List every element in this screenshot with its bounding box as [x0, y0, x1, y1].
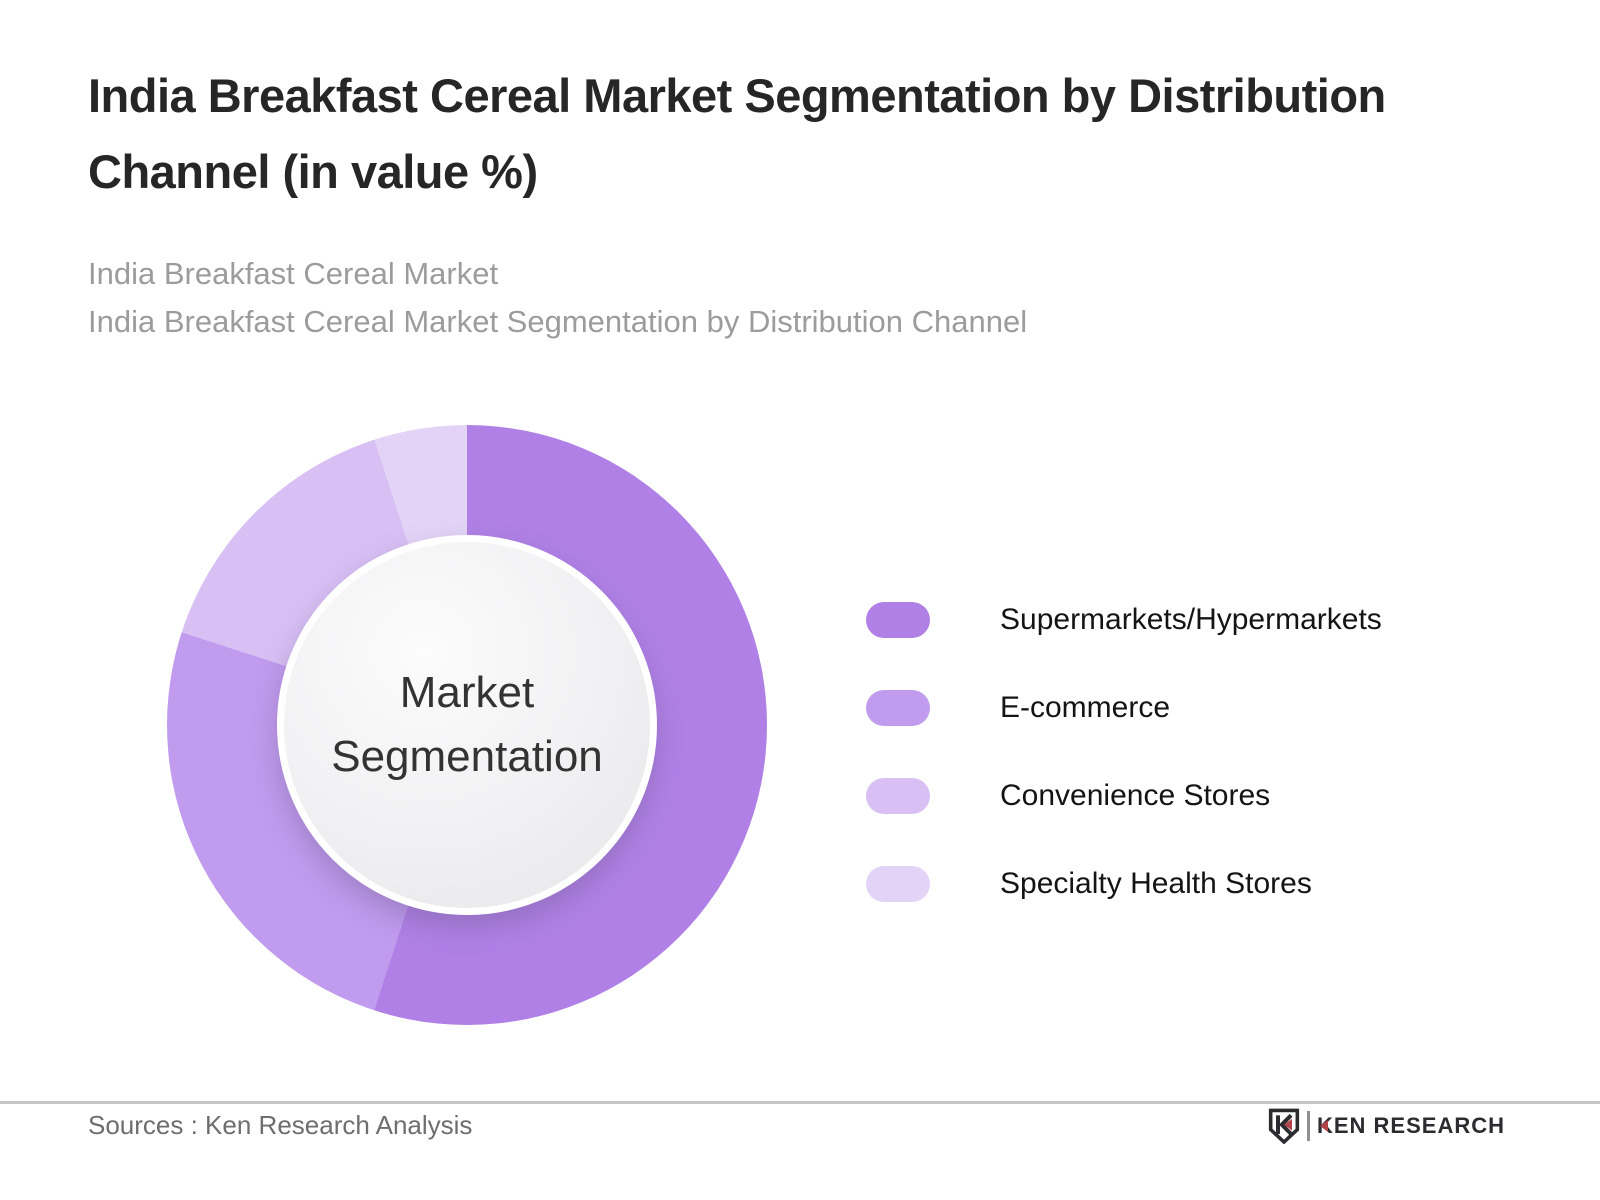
footer-divider [0, 1101, 1600, 1104]
chart-title: India Breakfast Cereal Market Segmentati… [88, 69, 1386, 198]
legend-swatch [866, 778, 930, 814]
legend-item: Supermarkets/Hypermarkets [866, 602, 1382, 638]
legend-item: Convenience Stores [866, 778, 1382, 814]
legend-label: Supermarkets/Hypermarkets [1000, 603, 1382, 636]
legend-label: E-commerce [1000, 691, 1171, 724]
donut-center: Market Segmentation [277, 535, 657, 915]
legend-item: Specialty Health Stores [866, 866, 1382, 902]
legend-label: Specialty Health Stores [1000, 867, 1312, 900]
subtitle-line-1: India Breakfast Cereal Market [88, 256, 499, 291]
donut-chart: Market Segmentation [167, 425, 767, 1025]
legend-swatch [866, 866, 930, 902]
chart-subtitle: India Breakfast Cereal Market India Brea… [88, 250, 1488, 346]
ken-research-shield-icon [1268, 1108, 1300, 1144]
donut-center-label: Market Segmentation [331, 668, 603, 781]
chart-legend: Supermarkets/Hypermarkets E-commerce Con… [866, 602, 1382, 954]
logo-divider [1306, 1111, 1310, 1141]
legend-item: E-commerce [866, 690, 1382, 726]
legend-label: Convenience Stores [1000, 779, 1271, 812]
logo-k-triangle-icon [1319, 1120, 1328, 1132]
ken-research-logo: KEN RESEARCH [1268, 1108, 1505, 1144]
subtitle-line-2: India Breakfast Cereal Market Segmentati… [88, 304, 1028, 339]
legend-swatch [866, 602, 930, 638]
legend-swatch [866, 690, 930, 726]
sources-text: Sources : Ken Research Analysis [88, 1110, 473, 1140]
logo-wordmark: KEN RESEARCH [1316, 1113, 1505, 1138]
